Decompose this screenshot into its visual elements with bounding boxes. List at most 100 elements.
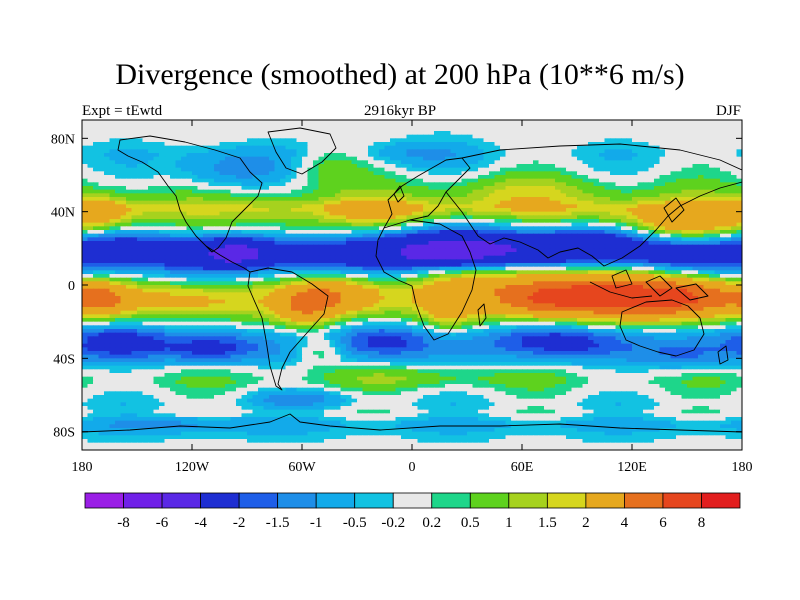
field-cell — [577, 145, 584, 150]
field-cell — [362, 222, 369, 227]
field-cell — [692, 219, 699, 224]
field-cell — [346, 215, 353, 220]
field-cell — [736, 171, 742, 176]
field-cell — [318, 123, 325, 128]
field-cell — [577, 233, 584, 238]
field-cell — [467, 266, 474, 271]
field-cell — [126, 230, 133, 235]
field-cell — [555, 252, 562, 257]
field-cell — [263, 222, 270, 227]
field-cell — [82, 127, 89, 132]
field-cell — [714, 237, 721, 242]
field-cell — [225, 131, 232, 136]
field-cell — [346, 153, 353, 158]
field-cell — [230, 149, 237, 154]
field-cell — [456, 134, 463, 139]
field-cell — [698, 120, 705, 125]
field-cell — [417, 123, 424, 128]
field-cell — [280, 226, 287, 231]
field-cell — [296, 208, 303, 213]
field-cell — [566, 142, 573, 147]
field-cell — [698, 266, 705, 271]
field-cell — [736, 167, 742, 172]
field-cell — [247, 149, 254, 154]
field-cell — [219, 219, 226, 224]
field-cell — [164, 189, 171, 194]
field-cell — [247, 208, 254, 213]
field-cell — [263, 270, 270, 275]
field-cell — [87, 241, 94, 246]
field-cell — [648, 178, 655, 183]
field-cell — [252, 255, 259, 260]
field-cell — [434, 186, 441, 191]
field-cell — [434, 252, 441, 257]
field-cell — [362, 149, 369, 154]
field-cell — [676, 123, 683, 128]
field-cell — [643, 123, 650, 128]
field-cell — [687, 171, 694, 176]
field-cell — [434, 244, 441, 249]
field-cell — [214, 120, 221, 125]
field-cell — [494, 259, 501, 264]
field-cell — [137, 186, 144, 191]
field-cell — [362, 142, 369, 147]
field-cell — [335, 178, 342, 183]
field-cell — [659, 233, 666, 238]
field-cell — [379, 127, 386, 132]
field-cell — [593, 120, 600, 125]
field-cell — [434, 215, 441, 220]
field-cell — [478, 167, 485, 172]
field-cell — [296, 160, 303, 165]
field-cell — [335, 222, 342, 227]
field-cell — [263, 171, 270, 176]
field-cell — [659, 255, 666, 260]
field-cell — [208, 182, 215, 187]
field-cell — [516, 263, 523, 268]
field-cell — [577, 266, 584, 271]
field-cell — [219, 160, 226, 165]
field-cell — [318, 270, 325, 275]
field-cell — [131, 120, 138, 125]
field-cell — [170, 138, 177, 143]
field-cell — [505, 208, 512, 213]
field-cell — [373, 230, 380, 235]
field-cell — [346, 127, 353, 132]
field-cell — [148, 200, 155, 205]
field-cell — [720, 263, 727, 268]
field-cell — [731, 186, 738, 191]
field-cell — [483, 252, 490, 257]
field-cell — [577, 222, 584, 227]
field-cell — [648, 145, 655, 150]
field-cell — [417, 222, 424, 227]
field-cell — [142, 156, 149, 161]
field-cell — [236, 138, 243, 143]
field-cell — [538, 241, 545, 246]
field-cell — [461, 266, 468, 271]
field-cell — [285, 171, 292, 176]
field-cell — [104, 167, 111, 172]
field-cell — [164, 138, 171, 143]
field-cell — [549, 215, 556, 220]
field-cell — [489, 193, 496, 198]
field-cell — [164, 127, 171, 132]
field-cell — [115, 219, 122, 224]
field-cell — [632, 167, 639, 172]
field-cell — [423, 270, 430, 275]
field-cell — [120, 248, 127, 253]
field-cell — [593, 160, 600, 165]
field-cell — [714, 248, 721, 253]
field-cell — [544, 259, 551, 264]
field-cell — [87, 156, 94, 161]
field-cell — [643, 145, 650, 150]
field-cell — [681, 120, 688, 125]
field-cell — [291, 248, 298, 253]
field-cell — [357, 156, 364, 161]
field-cell — [148, 171, 155, 176]
field-cell — [296, 149, 303, 154]
field-cell — [676, 252, 683, 257]
field-cell — [225, 208, 232, 213]
field-cell — [472, 263, 479, 268]
field-cell — [527, 164, 534, 169]
field-cell — [709, 193, 716, 198]
field-cell — [709, 215, 716, 220]
